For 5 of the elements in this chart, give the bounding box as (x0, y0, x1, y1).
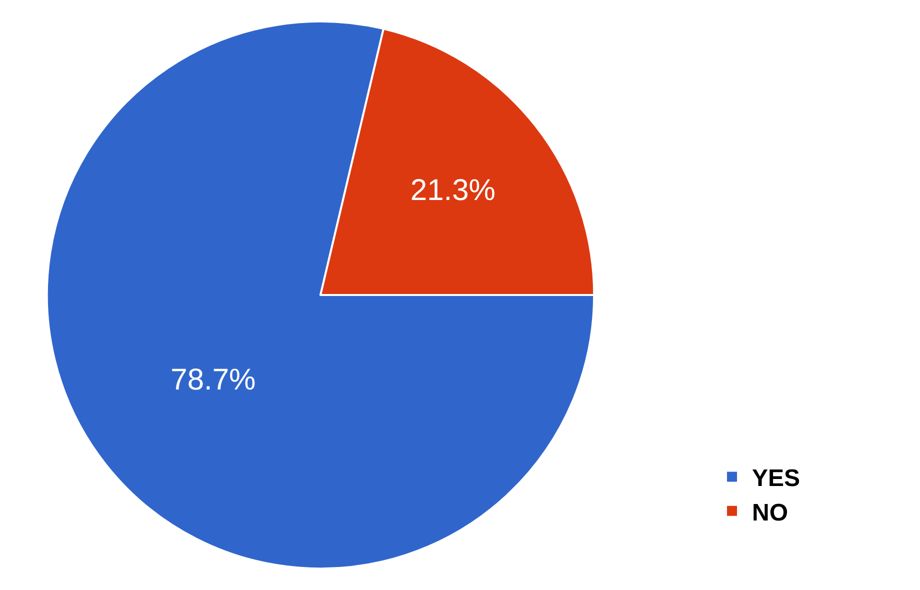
legend-label: NO (752, 499, 788, 526)
data-label: 78.7% (170, 363, 256, 396)
legend-label: YES (752, 465, 800, 492)
pie-slice (46, 20, 596, 570)
data-label: 21.3% (410, 174, 496, 207)
